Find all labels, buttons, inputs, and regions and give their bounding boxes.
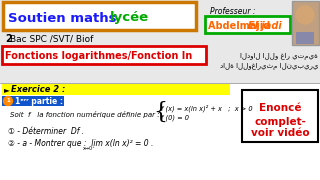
- Text: Fonctions logarithmes/Fonction ln: Fonctions logarithmes/Fonction ln: [5, 51, 192, 61]
- Text: Soit  f   la fonction numérique définie par :: Soit f la fonction numérique définie par…: [10, 111, 160, 118]
- Text: Exercice 2 :: Exercice 2 :: [11, 86, 65, 94]
- Text: f (0) = 0: f (0) = 0: [161, 115, 189, 121]
- Text: complet-: complet-: [254, 117, 306, 127]
- FancyBboxPatch shape: [3, 2, 196, 30]
- Text: lycée: lycée: [110, 12, 149, 24]
- FancyBboxPatch shape: [2, 46, 206, 64]
- FancyBboxPatch shape: [292, 1, 319, 45]
- Text: 1ᵉʳʳ partie :: 1ᵉʳʳ partie :: [15, 96, 63, 105]
- Text: {: {: [153, 101, 167, 123]
- Text: Bac SPC /SVT/ Biof: Bac SPC /SVT/ Biof: [10, 35, 93, 44]
- FancyBboxPatch shape: [0, 0, 320, 83]
- Text: Abdelmajid: Abdelmajid: [208, 21, 274, 31]
- Text: 2: 2: [5, 34, 12, 44]
- Text: 1: 1: [6, 98, 10, 104]
- FancyBboxPatch shape: [2, 96, 64, 106]
- Circle shape: [296, 6, 314, 24]
- Circle shape: [4, 96, 12, 105]
- FancyBboxPatch shape: [296, 32, 314, 44]
- Text: Enoncé: Enoncé: [259, 103, 301, 113]
- Text: El jadi: El jadi: [248, 21, 282, 31]
- Text: Soutien maths: Soutien maths: [8, 12, 121, 24]
- Text: ►: ►: [4, 86, 10, 94]
- Text: x→0⁺: x→0⁺: [83, 147, 96, 152]
- Text: voir vidéo: voir vidéo: [251, 128, 309, 138]
- FancyBboxPatch shape: [2, 84, 230, 95]
- Text: الدوال اللو غار يتمية: الدوال اللو غار يتمية: [240, 53, 318, 60]
- Text: ① - Déterminer  Df .: ① - Déterminer Df .: [8, 127, 84, 136]
- FancyBboxPatch shape: [0, 83, 320, 180]
- Text: f (x) = x(ln x)² + x   ;  x > 0: f (x) = x(ln x)² + x ; x > 0: [161, 104, 252, 112]
- FancyBboxPatch shape: [242, 90, 318, 142]
- FancyBboxPatch shape: [205, 16, 290, 33]
- Text: Professeur :: Professeur :: [210, 6, 255, 15]
- Text: دالة اللوغاريثم النيبيري: دالة اللوغاريثم النيبيري: [220, 64, 318, 71]
- Text: ② - a - Montrer que :  lim x(ln x)² = 0 .: ② - a - Montrer que : lim x(ln x)² = 0 .: [8, 138, 153, 147]
